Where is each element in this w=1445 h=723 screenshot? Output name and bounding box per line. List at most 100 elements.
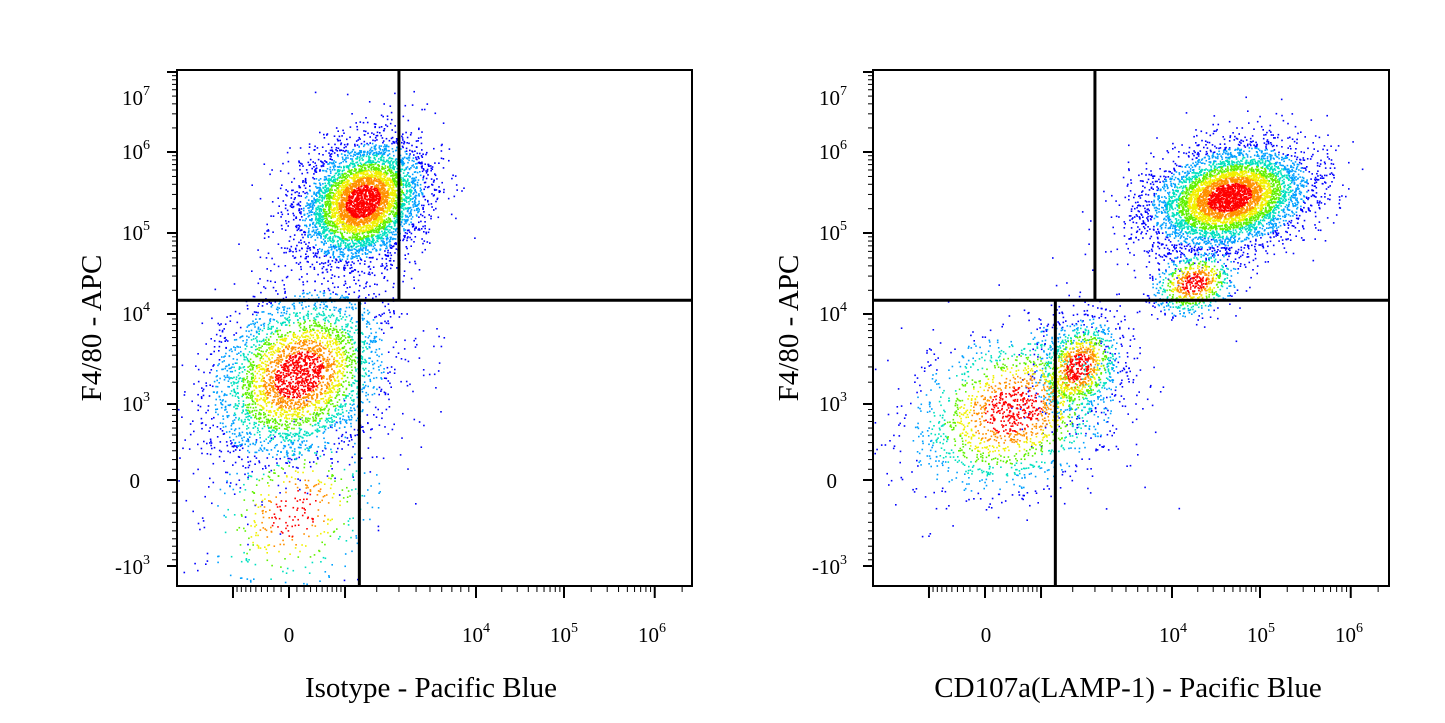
event-dot: [300, 242, 303, 244]
event-dot: [312, 206, 314, 209]
event-dot: [329, 168, 331, 171]
event-dot: [316, 213, 319, 216]
event-dot: [247, 404, 249, 406]
event-dot: [439, 190, 441, 193]
event-dot: [239, 544, 242, 546]
event-dot: [307, 432, 310, 434]
event-dot: [326, 228, 328, 231]
event-dot: [259, 256, 262, 259]
event-dot: [368, 157, 370, 159]
event-dot: [325, 170, 328, 173]
event-dot: [292, 433, 294, 436]
event-dot: [386, 149, 388, 152]
event-dot: [384, 243, 387, 246]
event-dot: [310, 446, 312, 448]
event-dot: [367, 234, 370, 237]
event-dot: [396, 204, 398, 207]
event-dot: [338, 162, 341, 165]
event-dot: [246, 412, 248, 415]
event-dot: [347, 261, 350, 263]
event-dot: [281, 213, 284, 216]
event-dot: [407, 178, 409, 180]
event-dot: [361, 358, 364, 360]
event-dot: [406, 142, 408, 144]
event-dot: [315, 207, 317, 210]
event-dot: [336, 421, 339, 424]
event-dot: [208, 395, 211, 397]
event-dot: [267, 436, 270, 438]
event-dot: [315, 323, 318, 326]
event-dot: [247, 387, 250, 390]
event-dot: [236, 321, 239, 324]
event-dot: [406, 237, 409, 239]
event-dot: [353, 413, 356, 416]
event-dot: [313, 197, 315, 200]
event-dot: [314, 302, 316, 305]
event-dot: [337, 319, 339, 321]
event-dot: [389, 260, 392, 262]
event-dot: [258, 413, 260, 416]
event-dot: [238, 526, 241, 529]
event-dot: [330, 458, 332, 460]
event-dot: [386, 228, 389, 231]
event-dot: [335, 149, 337, 151]
event-dot: [233, 383, 235, 385]
event-dot: [215, 333, 218, 336]
event-dot: [354, 353, 356, 355]
event-dot: [403, 179, 406, 181]
event-dot: [385, 226, 388, 229]
event-dot: [311, 208, 314, 210]
event-dot: [309, 185, 311, 187]
event-dot: [356, 128, 359, 131]
event-dot: [323, 303, 325, 305]
event-dot: [402, 183, 405, 185]
event-dot: [210, 442, 213, 444]
event-dot: [370, 256, 372, 259]
event-dot: [238, 441, 241, 444]
event-dot: [360, 248, 362, 251]
event-dot: [318, 234, 321, 236]
event-dot: [388, 260, 391, 262]
event-dot: [364, 260, 366, 262]
event-dot: [349, 403, 351, 405]
event-dot: [360, 355, 363, 357]
event-dot: [293, 423, 295, 426]
event-dot: [329, 191, 331, 194]
event-dot: [327, 213, 329, 215]
event-dot: [298, 431, 301, 434]
event-dot: [306, 204, 309, 207]
event-dot: [431, 166, 434, 168]
event-dot: [345, 296, 347, 298]
event-dot: [392, 231, 395, 233]
event-dot: [321, 409, 324, 411]
event-dot: [418, 193, 420, 195]
event-dot: [309, 219, 312, 221]
event-dot: [251, 346, 253, 348]
event-dot: [415, 158, 418, 160]
event-dot: [248, 371, 250, 373]
event-dot: [342, 158, 344, 160]
event-dot: [263, 447, 266, 449]
event-dot: [313, 554, 316, 556]
event-dot: [323, 210, 325, 212]
event-dot: [364, 164, 366, 166]
event-dot: [248, 388, 250, 390]
event-dot: [274, 435, 276, 438]
event-dot: [382, 162, 384, 165]
event-dot: [367, 237, 370, 239]
event-dot: [343, 394, 345, 396]
event-dot: [368, 343, 371, 346]
event-dot: [209, 371, 211, 374]
event-dot: [371, 428, 373, 430]
event-dot: [348, 381, 350, 384]
event-dot: [224, 405, 227, 408]
event-dot: [293, 305, 295, 307]
event-dot: [366, 348, 368, 350]
event-dot: [224, 323, 227, 325]
event-dot: [254, 402, 257, 404]
event-dot: [349, 170, 352, 172]
event-dot: [259, 354, 262, 356]
event-dot: [399, 183, 402, 186]
event-dot: [456, 189, 458, 191]
event-dot: [337, 174, 339, 176]
